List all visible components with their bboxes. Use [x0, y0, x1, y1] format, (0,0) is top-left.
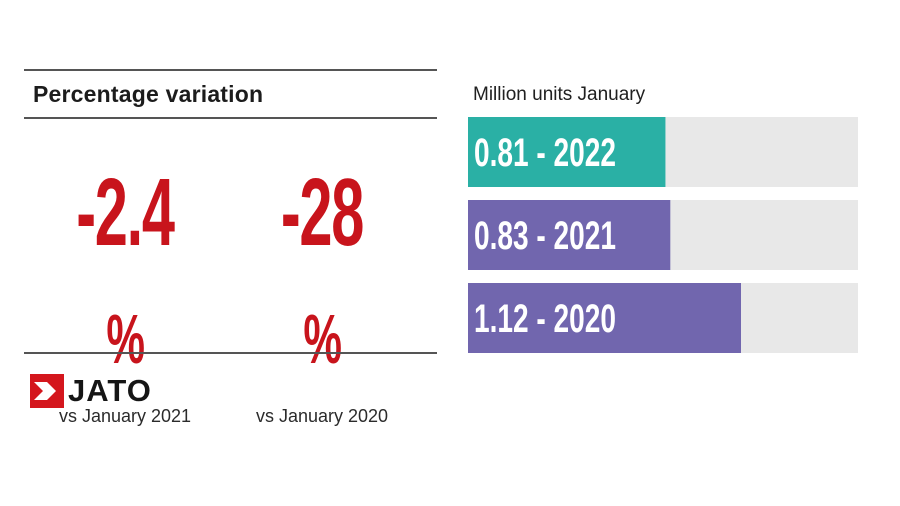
chart-title: Million units January: [473, 84, 646, 105]
stat-caption-vs-2021: vs January 2021: [58, 406, 192, 426]
stat-value-vs-2021: -2.4%: [66, 150, 184, 402]
bar-label-2020: 1.12 - 2020: [474, 297, 616, 341]
stat-vs-2021: -2.4% vs January 2021: [30, 150, 220, 427]
bar-label-2022: 0.81 - 2022: [474, 131, 616, 175]
stat-unit-vs-2020: %: [303, 300, 342, 378]
stat-caption-vs-2020: vs January 2020: [255, 406, 389, 426]
jato-logo: JATO: [30, 373, 152, 408]
stat-vs-2020: -28% vs January 2020: [227, 150, 417, 427]
jato-logo-text: JATO: [68, 373, 152, 408]
stat-number-vs-2021: -2.4: [76, 159, 175, 266]
bar-label-2021: 0.83 - 2021: [474, 214, 616, 258]
stat-number-vs-2020: -28: [280, 159, 365, 266]
bar-2020: [468, 283, 741, 353]
stat-value-vs-2020: -28%: [263, 150, 381, 402]
bar-2022: [468, 117, 666, 187]
top-divider: [24, 69, 437, 71]
jato-logo-icon: [30, 374, 64, 408]
bar-2021: [468, 200, 671, 270]
title-divider: [24, 117, 437, 119]
bottom-divider: [24, 352, 437, 354]
percentage-variation-title: Percentage variation: [33, 81, 264, 107]
stat-unit-vs-2021: %: [106, 300, 145, 378]
